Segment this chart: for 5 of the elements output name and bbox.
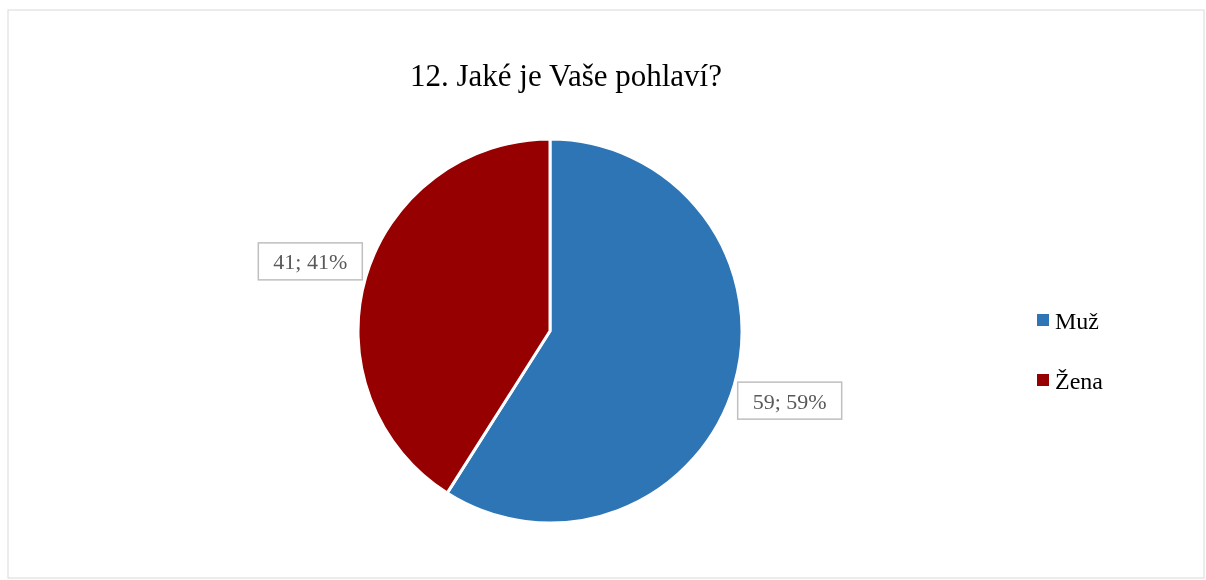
legend-label: Žena <box>1055 368 1104 394</box>
data-label: 41; 41% <box>273 249 348 275</box>
data-label: 59; 59% <box>752 388 827 414</box>
legend-label: Muž <box>1055 308 1099 334</box>
chart-title: 12. Jaké je Vaše pohlaví? <box>410 58 722 93</box>
